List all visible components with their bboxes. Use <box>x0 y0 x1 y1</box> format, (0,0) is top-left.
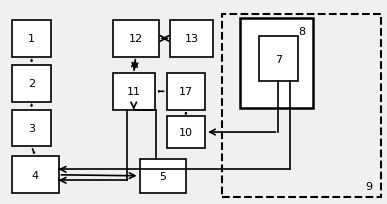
Text: 2: 2 <box>28 79 35 89</box>
Bar <box>12 110 51 147</box>
Bar <box>113 21 159 57</box>
Bar <box>240 19 313 108</box>
Text: 1: 1 <box>28 34 35 44</box>
Bar <box>170 21 213 57</box>
Text: 3: 3 <box>28 123 35 133</box>
Text: 10: 10 <box>179 128 193 137</box>
Bar <box>140 159 186 193</box>
Text: 17: 17 <box>179 87 193 97</box>
Bar <box>166 74 205 110</box>
Bar <box>223 15 380 197</box>
Bar <box>113 74 155 110</box>
Bar <box>259 37 298 82</box>
Text: 5: 5 <box>159 171 166 181</box>
Text: 8: 8 <box>298 27 305 37</box>
Bar <box>12 157 58 193</box>
Text: 13: 13 <box>185 34 199 44</box>
Text: 12: 12 <box>128 34 143 44</box>
Text: 7: 7 <box>275 54 282 64</box>
Text: 9: 9 <box>366 181 373 191</box>
Text: 4: 4 <box>32 170 39 180</box>
Bar <box>12 65 51 102</box>
Bar <box>12 21 51 57</box>
Text: 11: 11 <box>127 87 141 97</box>
Bar <box>166 116 205 149</box>
